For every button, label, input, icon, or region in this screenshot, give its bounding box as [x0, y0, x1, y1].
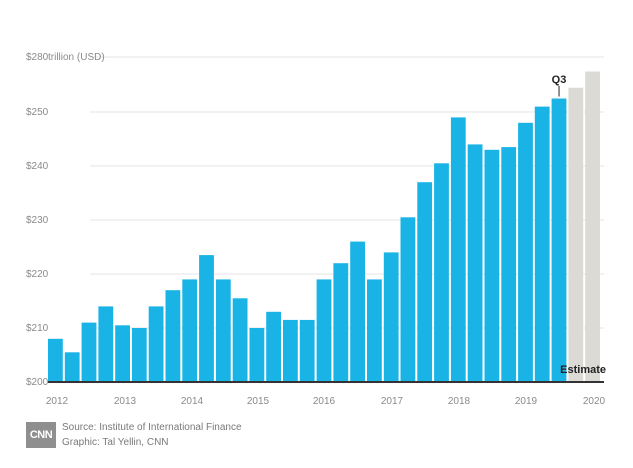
x-tick-label: 2019: [515, 396, 538, 407]
x-tick-label: 2012: [46, 396, 69, 407]
x-tick-label: 2018: [448, 396, 471, 407]
graphic-credit: Graphic: Tal Yellin, CNN: [62, 437, 169, 448]
bar: [81, 322, 97, 382]
bar: [232, 298, 248, 382]
credits: Source: Institute of International Finan…: [62, 420, 242, 450]
bar: [551, 98, 567, 382]
x-tick-label: 2017: [381, 396, 404, 407]
estimate-bar: [585, 71, 600, 382]
bar: [417, 182, 433, 382]
bar: [534, 106, 550, 382]
x-tick-label: 2020: [583, 396, 606, 407]
chart-footer: CNN Source: Institute of International F…: [26, 420, 426, 456]
source-text: Source: Institute of International Finan…: [62, 422, 242, 433]
bar: [400, 217, 416, 382]
bar: [215, 279, 231, 382]
y-tick-label: $280: [26, 52, 49, 63]
bar: [131, 328, 147, 382]
bar: [383, 252, 399, 382]
chart: $280 $250 $240 $230 $220 $210 $200 trillion (US…: [26, 52, 606, 407]
bar: [249, 328, 265, 382]
y-unit-label: trillion (USD): [48, 52, 105, 63]
bar: [350, 241, 365, 382]
bar: [434, 163, 449, 382]
bar: [182, 279, 198, 382]
q3-label: Q3: [552, 74, 567, 86]
x-tick-label: 2016: [313, 396, 336, 407]
y-tick-label: $220: [26, 269, 49, 280]
bar: [467, 144, 483, 382]
bar: [165, 290, 181, 382]
bar: [98, 306, 114, 382]
bar: [484, 149, 500, 382]
y-tick-label: $250: [26, 107, 49, 118]
bar: [283, 319, 298, 382]
bar: [266, 311, 281, 382]
x-tick-label: 2014: [181, 396, 204, 407]
bar: [148, 306, 164, 382]
bar: [299, 319, 315, 382]
estimate-label: Estimate: [560, 364, 606, 376]
y-tick-label: $240: [26, 161, 49, 172]
y-tick-label: $230: [26, 215, 49, 226]
estimate-bar: [568, 87, 584, 382]
bar: [518, 122, 533, 383]
y-tick-label: $210: [26, 323, 49, 334]
bar: [367, 279, 382, 382]
bar: [64, 352, 80, 382]
bar: [199, 255, 214, 382]
bar: [501, 147, 517, 382]
x-tick-label: 2013: [114, 396, 137, 407]
bar: [48, 338, 63, 382]
bar: [450, 117, 466, 383]
cnn-logo: CNN: [26, 422, 56, 448]
bar: [316, 279, 332, 382]
x-tick-label: 2015: [247, 396, 270, 407]
bar: [115, 325, 130, 382]
bar: [333, 263, 349, 382]
y-tick-label: $200: [26, 377, 49, 388]
